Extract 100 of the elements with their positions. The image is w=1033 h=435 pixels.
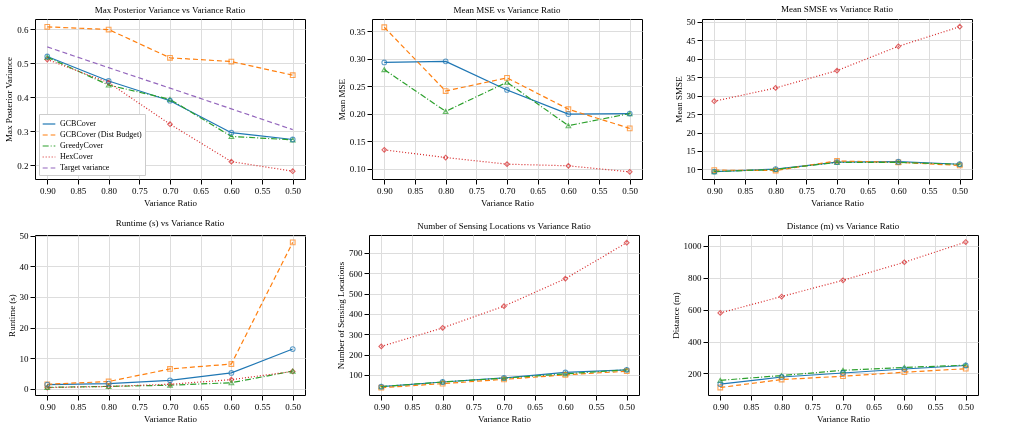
x-tick-label: 0.75 — [804, 401, 822, 412]
y-axis-title: Number of Sensing Locations — [336, 261, 346, 370]
x-tick-label: 0.85 — [407, 185, 424, 196]
point — [565, 162, 572, 169]
point — [717, 310, 724, 316]
x-tick-label: 0.60 — [890, 185, 908, 196]
point — [289, 72, 296, 79]
y-tick-label: 0.4 — [17, 92, 29, 103]
point — [381, 24, 388, 31]
x-axis-title: Variance Ratio — [143, 413, 198, 424]
x-tick-label: 0.60 — [896, 401, 914, 412]
point — [228, 370, 235, 376]
y-axis-title: Distance (m) — [670, 292, 681, 339]
y-tick-label: 0.6 — [17, 24, 29, 35]
y-tick-label: 800 — [688, 273, 702, 284]
chart-title: Max Posterior Variance vs Variance Ratio — [94, 5, 246, 15]
point — [167, 121, 173, 128]
y-tick-label: 20 — [686, 128, 696, 139]
y-tick-label: 600 — [349, 268, 363, 279]
x-tick-label: 0.70 — [835, 401, 852, 412]
x-tick-label: 0.55 — [927, 401, 944, 412]
y-tick-label: 0.25 — [349, 81, 366, 92]
x-tick-label: 0.90 — [376, 185, 394, 196]
x-axis-title: Variance Ratio — [477, 413, 532, 424]
y-tick-label: 45 — [686, 35, 696, 46]
chart-title: Distance (m) vs Variance Ratio — [786, 221, 900, 231]
x-tick-label: 0.90 — [706, 185, 724, 196]
x-axis-title: Variance Ratio — [810, 197, 865, 208]
x-tick-label: 0.85 — [737, 185, 754, 196]
point — [840, 277, 846, 284]
point — [105, 26, 112, 33]
point — [834, 67, 840, 74]
point — [228, 129, 235, 136]
x-tick-label: 0.75 — [468, 185, 486, 196]
y-tick-label: 25 — [686, 109, 696, 120]
point — [504, 161, 510, 168]
point — [228, 158, 235, 165]
point — [167, 54, 173, 61]
x-tick-label: 0.70 — [496, 401, 513, 412]
point — [504, 87, 510, 93]
point — [623, 239, 630, 246]
y-tick-label: 35 — [686, 72, 696, 83]
point — [626, 125, 633, 132]
x-tick-label: 0.85 — [404, 401, 421, 412]
x-axis-title: Variance Ratio — [480, 197, 535, 208]
y-tick-label: 40 — [686, 54, 696, 65]
point — [442, 88, 449, 94]
x-tick-label: 0.60 — [557, 401, 575, 412]
point — [711, 98, 718, 105]
x-tick-label: 0.75 — [465, 401, 483, 412]
line-series — [381, 146, 633, 175]
point — [44, 23, 51, 30]
line-series — [378, 239, 630, 350]
y-tick-label: 500 — [349, 289, 363, 300]
point — [501, 303, 507, 310]
point — [565, 123, 572, 129]
x-axis-title: Variance Ratio — [143, 197, 198, 208]
x-tick-label: 0.50 — [285, 185, 302, 196]
point — [442, 154, 449, 161]
point — [956, 23, 963, 30]
line-series — [381, 67, 633, 129]
y-tick-label: 30 — [19, 292, 29, 303]
x-tick-label: 0.65 — [866, 401, 883, 412]
y-tick-label: 600 — [688, 305, 702, 316]
y-axis-title: Runtime (s) — [6, 294, 17, 337]
y-tick-label: 50 — [686, 17, 696, 28]
x-tick-label: 0.80 — [774, 401, 791, 412]
y-axis-title: Max Posterior Variance — [4, 57, 15, 142]
x-tick-label: 0.85 — [70, 185, 87, 196]
x-tick-label: 0.85 — [70, 401, 87, 412]
x-tick-label: 0.80 — [101, 185, 118, 196]
point — [895, 43, 902, 50]
x-tick-label: 0.80 — [435, 401, 452, 412]
y-tick-label: 10 — [686, 164, 696, 175]
y-tick-label: 200 — [349, 350, 363, 361]
x-tick-label: 0.90 — [712, 401, 730, 412]
x-tick-label: 0.85 — [743, 401, 760, 412]
y-tick-label: 1000 — [683, 241, 702, 252]
y-tick-label: 20 — [19, 323, 29, 334]
point — [167, 377, 173, 384]
point — [565, 106, 572, 113]
x-tick-label: 0.55 — [588, 401, 605, 412]
y-tick-label: 400 — [349, 309, 363, 320]
x-tick-label: 0.80 — [101, 401, 118, 412]
x-tick-label: 0.65 — [860, 185, 877, 196]
point — [626, 168, 633, 175]
legend-label: GCBCover — [60, 119, 97, 128]
y-tick-label: 0 — [24, 384, 29, 395]
point — [167, 366, 173, 372]
x-tick-label: 0.90 — [373, 401, 391, 412]
point — [439, 325, 446, 331]
legend-label: HexCover — [60, 152, 94, 161]
point — [442, 108, 449, 114]
x-tick-label: 0.50 — [619, 401, 636, 412]
y-tick-label: 15 — [686, 146, 696, 157]
x-tick-label: 0.55 — [254, 401, 271, 412]
y-tick-label: 300 — [349, 329, 363, 340]
point — [381, 146, 388, 153]
y-tick-label: 0.15 — [349, 136, 366, 147]
x-tick-label: 0.90 — [39, 185, 57, 196]
